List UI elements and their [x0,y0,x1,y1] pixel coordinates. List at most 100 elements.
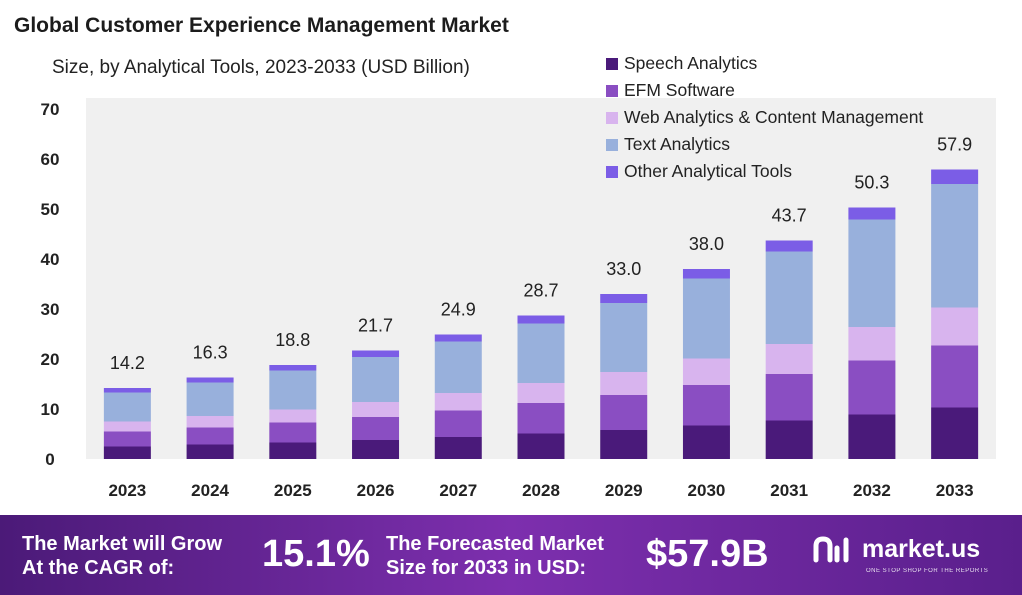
forecast-caption: The Forecasted Market Size for 2033 in U… [386,532,604,580]
bar-segment [434,437,482,459]
x-tick-label: 2028 [522,481,560,500]
y-tick-label: 30 [41,300,60,319]
bar-segment [186,377,234,383]
data-label: 16.3 [193,343,228,363]
bar-segment [269,365,317,371]
bar-segment [682,358,730,385]
cagr-value: 15.1% [262,533,370,575]
bar-segment [765,374,813,421]
bar-segment [931,169,979,184]
data-label: 33.0 [606,259,641,279]
chart-area: 0 10 20 30 40 50 60 70 14.2 2023 16.3 2024 18.8 2025 2… [14,14,996,500]
x-tick-label: 2024 [191,481,229,500]
y-tick-label: 50 [41,200,60,219]
forecast-value: $57.9B [646,533,769,575]
footer-banner: The Market will Grow At the CAGR of: 15.… [0,515,1022,595]
data-label: 24.9 [441,300,476,320]
bar-segment [352,440,400,459]
x-tick-label: 2027 [439,481,477,500]
legend-label: Other Analytical Tools [624,161,792,181]
legend-label: Speech Analytics [624,53,758,73]
y-tick-label: 60 [41,150,60,169]
brand-name: market.us [862,534,981,563]
x-tick-label: 2029 [605,481,643,500]
x-tick-label: 2031 [770,481,808,500]
bar-segment [848,414,896,459]
bar-segment [103,388,151,393]
forecast-caption-line2: Size for 2033 in USD: [386,557,587,579]
x-tick-label: 2025 [274,481,312,500]
x-tick-label: 2033 [936,481,974,500]
legend-label: Text Analytics [624,134,731,154]
data-label: 50.3 [854,173,889,193]
bar-segment [103,446,151,459]
legend-item: EFM Software [606,77,923,104]
data-label: 21.7 [358,316,393,336]
bar-segment [682,425,730,459]
bar-segment [269,370,317,410]
bar-segment [682,278,730,359]
y-tick-label: 70 [41,100,60,119]
bar-segment [352,417,400,440]
bar-segment [517,315,565,324]
brand-tagline: ONE STOP SHOP FOR THE REPORTS [866,568,989,574]
bar-segment [352,357,400,402]
bar-segment [352,350,400,357]
data-label: 57.9 [937,135,972,155]
legend-label: Web Analytics & Content Management [624,107,924,127]
chart-legend: Speech Analytics EFM Software Web Analytic… [606,50,923,185]
bar-segment [434,334,482,342]
legend-swatch [606,111,618,124]
market-us-logo-icon [813,536,849,563]
bar-segment [848,360,896,415]
bar-segment [103,421,151,432]
bar-segment [848,219,896,327]
bar-segment [931,307,979,346]
legend-item: Web Analytics & Content Management [606,104,923,131]
cagr-caption-line2: At the CAGR of: [22,557,175,579]
cagr-caption: The Market will Grow At the CAGR of: [22,532,222,580]
bar-segment [765,251,813,344]
x-tick-label: 2023 [108,481,146,500]
bar-segment [186,382,234,416]
y-tick-label: 20 [41,350,60,369]
legend-label: EFM Software [624,80,735,100]
bar-segment [186,444,234,459]
y-tick-label: 10 [41,400,60,419]
bar-segment [186,416,234,428]
bar-segment [517,403,565,434]
chart-subtitle: Size, by Analytical Tools, 2023-2033 (US… [52,57,470,78]
bar-segment [600,372,648,395]
bar-segment [600,430,648,459]
bar-segment [682,385,730,426]
data-label: 28.7 [523,281,558,301]
bar-segment [434,410,482,437]
bar-segment [269,442,317,459]
legend-item: Speech Analytics [606,50,923,77]
legend-swatch [606,84,618,97]
x-tick-label: 2026 [357,481,395,500]
y-tick-label: 40 [41,250,60,269]
brand-logo: market.us [812,534,980,564]
bar-segment [434,341,482,393]
legend-swatch [606,165,618,178]
bar-segment [517,433,565,459]
bar-segment [931,184,979,308]
bar-segment [434,393,482,411]
stacked-bar-chart: 01020304050607014.2202316.3202418.820252… [41,98,996,500]
legend-swatch [606,138,618,151]
bar-segment [765,420,813,459]
bar-segment [931,407,979,459]
bar-segment [765,240,813,252]
data-label: 38.0 [689,234,724,254]
y-tick-label: 0 [45,450,54,469]
bar-segment [682,269,730,279]
cagr-caption-line1: The Market will Grow [22,533,223,555]
x-tick-label: 2032 [853,481,891,500]
bar-segment [600,395,648,430]
legend-swatch [606,57,618,70]
bar-segment [269,409,317,423]
bar-segment [517,323,565,383]
legend-item: Text Analytics [606,131,923,158]
data-label: 43.7 [772,206,807,226]
